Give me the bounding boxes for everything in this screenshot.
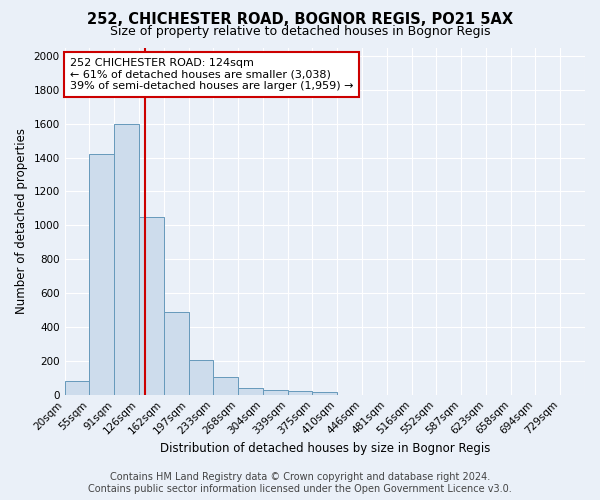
Text: 252, CHICHESTER ROAD, BOGNOR REGIS, PO21 5AX: 252, CHICHESTER ROAD, BOGNOR REGIS, PO21… xyxy=(87,12,513,28)
Bar xyxy=(263,390,287,394)
Bar xyxy=(164,312,188,394)
Text: 252 CHICHESTER ROAD: 124sqm
← 61% of detached houses are smaller (3,038)
39% of : 252 CHICHESTER ROAD: 124sqm ← 61% of det… xyxy=(70,58,353,91)
Text: Size of property relative to detached houses in Bognor Regis: Size of property relative to detached ho… xyxy=(110,25,490,38)
Text: Contains HM Land Registry data © Crown copyright and database right 2024.
Contai: Contains HM Land Registry data © Crown c… xyxy=(88,472,512,494)
X-axis label: Distribution of detached houses by size in Bognor Regis: Distribution of detached houses by size … xyxy=(160,442,490,455)
Bar xyxy=(188,360,214,394)
Bar xyxy=(214,377,238,394)
Bar xyxy=(139,217,164,394)
Y-axis label: Number of detached properties: Number of detached properties xyxy=(15,128,28,314)
Bar xyxy=(287,392,313,394)
Bar xyxy=(313,392,337,394)
Bar xyxy=(65,381,89,394)
Bar xyxy=(238,388,263,394)
Bar xyxy=(89,154,114,394)
Bar xyxy=(114,124,139,394)
